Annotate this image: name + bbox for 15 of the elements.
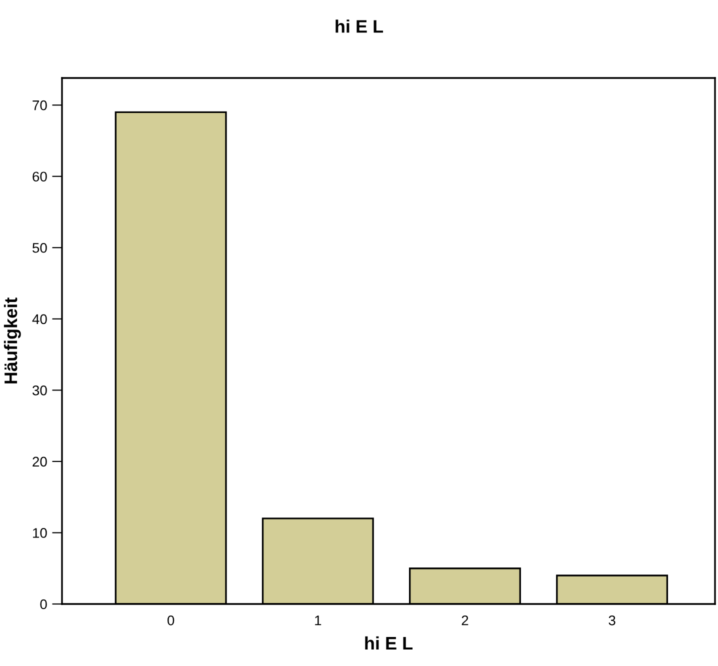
y-tick-label: 60 [32,172,47,182]
x-tick-label: 2 [462,615,468,626]
x-tick-label: 1 [315,616,322,626]
x-tick-label: 0 [168,615,174,626]
x-axis-title: hi E L [365,636,413,650]
y-tick-label: 20 [32,456,47,467]
y-tick-label: 50 [32,242,47,253]
y-tick-label: 10 [33,528,47,538]
y-tick-label: 0 [40,599,47,610]
y-tick-label: 70 [32,100,47,110]
y-tick-label: 40 [32,314,47,324]
y-tick-label: 30 [32,386,47,396]
x-tick-label: 3 [608,615,616,626]
y-axis-title: Häufigkeit [4,298,21,384]
chart-title: hi E L [336,20,384,33]
